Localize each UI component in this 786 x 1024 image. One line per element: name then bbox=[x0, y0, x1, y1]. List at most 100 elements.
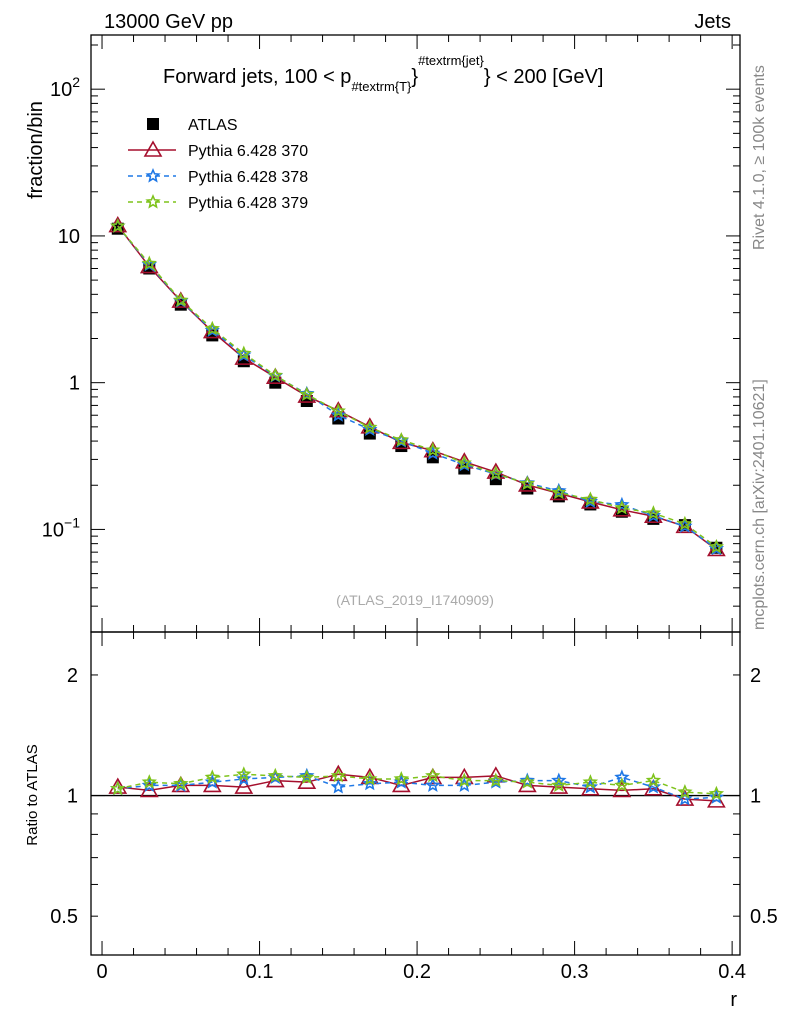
x-axis-label: r bbox=[730, 989, 737, 1011]
x-tick-label: 0.4 bbox=[718, 961, 746, 983]
data-point-p378 bbox=[551, 482, 567, 498]
data-point-p378 bbox=[204, 774, 220, 789]
legend-marker-p379 bbox=[145, 193, 161, 209]
data-point-p379 bbox=[677, 784, 693, 799]
data-point-p379 bbox=[173, 292, 189, 307]
data-point-p379 bbox=[708, 538, 725, 554]
data-point-p379 bbox=[708, 785, 725, 801]
x-tick-label: 0 bbox=[96, 961, 107, 983]
data-point-p379 bbox=[204, 320, 220, 336]
data-point-p379 bbox=[488, 465, 504, 481]
data-point-p379 bbox=[173, 775, 189, 791]
y-tick-label: 10−1 bbox=[42, 514, 80, 541]
data-point-p378 bbox=[645, 507, 662, 523]
data-point-p379 bbox=[141, 255, 157, 271]
data-point-p378 bbox=[551, 772, 567, 788]
data-point-p379 bbox=[267, 767, 283, 783]
data-point-p379 bbox=[110, 218, 126, 233]
data-point-p379 bbox=[236, 345, 252, 361]
y-tick-label: 0.5 bbox=[50, 906, 78, 928]
data-point-p379 bbox=[204, 769, 220, 784]
data-point-p379 bbox=[614, 777, 630, 793]
data-point-p379 bbox=[456, 772, 472, 788]
data-point-p379 bbox=[393, 431, 409, 447]
data-point-p378 bbox=[677, 518, 693, 533]
data-point-p379 bbox=[425, 767, 441, 783]
data-point-p379 bbox=[330, 403, 346, 418]
y-tick-label: 102 bbox=[50, 74, 80, 101]
data-point-atlas bbox=[615, 505, 628, 518]
data-point-p379 bbox=[488, 772, 504, 788]
legend-marker-atlas bbox=[147, 118, 159, 130]
plot-title: Forward jets, 100 < p#textrm{T}}#textrm{… bbox=[163, 53, 603, 94]
data-point-p378 bbox=[330, 779, 346, 794]
y-tick-label-right: 2 bbox=[750, 665, 761, 687]
data-point-p379 bbox=[267, 367, 283, 382]
data-point-p379 bbox=[519, 774, 535, 789]
data-point-p378 bbox=[614, 496, 630, 512]
data-point-p379 bbox=[425, 441, 441, 457]
data-point-p379 bbox=[645, 772, 662, 788]
series-line-p379 bbox=[117, 225, 717, 548]
data-point-p379 bbox=[362, 770, 378, 786]
title-prefix: Forward jets, 100 < p bbox=[163, 66, 351, 88]
legend-label-p370: Pythia 6.428 370 bbox=[188, 143, 308, 160]
data-point-p379 bbox=[582, 491, 599, 506]
data-point-p379 bbox=[141, 774, 157, 789]
y-axis-label: fraction/bin bbox=[25, 101, 47, 199]
data-point-p379 bbox=[551, 777, 567, 793]
title-sub: #textrm{T} bbox=[351, 79, 412, 94]
data-point-p379 bbox=[582, 774, 599, 789]
legend-label-p378: Pythia 6.428 378 bbox=[188, 169, 308, 186]
data-point-p378 bbox=[362, 775, 378, 791]
y-tick-label-right: 0.5 bbox=[750, 906, 778, 928]
data-point-p378 bbox=[519, 772, 535, 788]
data-point-p378 bbox=[425, 777, 441, 793]
ratio-frame bbox=[90, 631, 741, 956]
x-tick-label: 0.2 bbox=[403, 961, 431, 983]
data-point-p370 bbox=[234, 777, 254, 794]
data-point-p379 bbox=[456, 455, 472, 470]
title-sup: #textrm{jet} bbox=[418, 53, 484, 68]
y-tick-label: 1 bbox=[69, 373, 80, 395]
data-point-p378 bbox=[299, 767, 315, 783]
series-line-p370 bbox=[117, 225, 717, 551]
data-point-p370 bbox=[202, 775, 222, 793]
data-point-p370 bbox=[643, 779, 663, 796]
data-point-p378 bbox=[582, 778, 599, 794]
data-point-p379 bbox=[519, 475, 535, 491]
header-left: 13000 GeV pp bbox=[104, 11, 233, 33]
data-point-p378 bbox=[456, 777, 472, 793]
legend-marker-p378 bbox=[145, 167, 161, 183]
data-point-p379 bbox=[110, 780, 126, 796]
x-tick-label: 0.1 bbox=[246, 961, 274, 983]
watermark: (ATLAS_2019_I1740909) bbox=[336, 592, 494, 608]
series-line-p378 bbox=[117, 225, 717, 550]
y-tick-label-right: 1 bbox=[750, 786, 761, 808]
data-point-p370 bbox=[139, 256, 159, 274]
data-point-p379 bbox=[299, 386, 315, 402]
rivet-label: Rivet 4.1.0, ≥ 100k events bbox=[751, 65, 768, 250]
ratio-y-axis-label: Ratio to ATLAS bbox=[24, 744, 41, 845]
data-point-p378 bbox=[393, 774, 409, 789]
legend-marker-p370 bbox=[143, 140, 163, 157]
data-point-p379 bbox=[330, 767, 346, 783]
legend-label-atlas: ATLAS bbox=[188, 117, 238, 134]
title-suffix: } < 200 [GeV] bbox=[484, 66, 604, 88]
x-tick-label: 0.3 bbox=[561, 961, 589, 983]
header-right: Jets bbox=[694, 11, 731, 33]
data-point-p379 bbox=[551, 484, 567, 500]
data-point-p378 bbox=[708, 789, 725, 804]
y-tick-label: 10 bbox=[58, 226, 80, 248]
data-point-p378 bbox=[330, 407, 346, 422]
legend-label-p379: Pythia 6.428 379 bbox=[188, 195, 308, 212]
y-tick-label: 1 bbox=[67, 786, 78, 808]
data-point-p379 bbox=[299, 769, 315, 784]
data-point-p378 bbox=[236, 770, 252, 786]
data-point-p379 bbox=[236, 766, 252, 781]
data-point-p379 bbox=[393, 770, 409, 786]
data-point-p379 bbox=[362, 419, 378, 434]
y-tick-label: 2 bbox=[67, 665, 78, 687]
